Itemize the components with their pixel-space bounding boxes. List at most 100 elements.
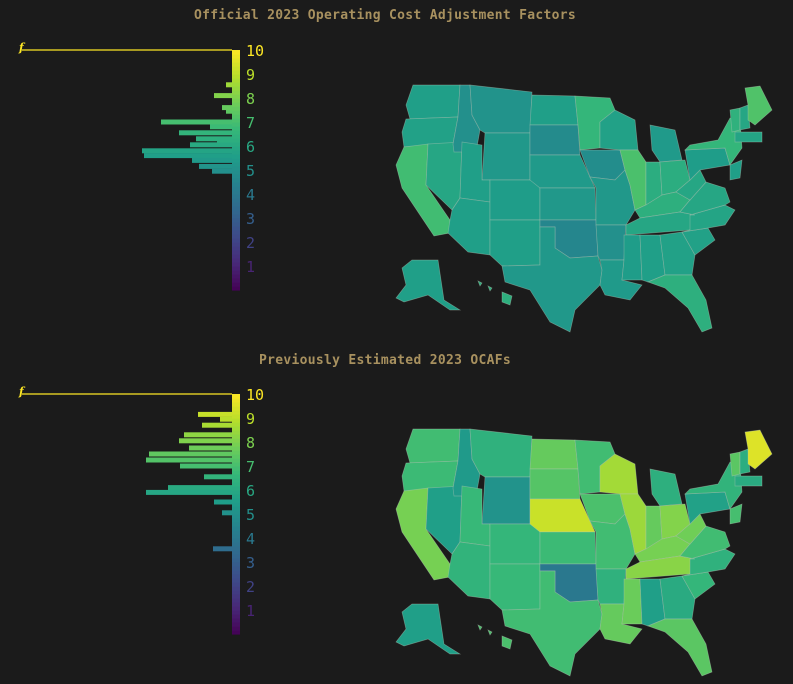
colorbar-segment	[232, 438, 240, 443]
colorbar-segment	[232, 238, 240, 243]
colorbar-segment	[232, 434, 240, 439]
colorbar-segment	[232, 578, 240, 583]
colorbar-segment	[232, 582, 240, 587]
state-ma[interactable]	[734, 475, 763, 487]
state-tx[interactable]	[501, 226, 603, 333]
histogram-bar	[226, 108, 232, 114]
state-wv[interactable]	[675, 169, 707, 201]
state-ga[interactable]	[659, 575, 696, 620]
state-sd[interactable]	[529, 124, 581, 156]
colorbar-segment	[232, 570, 240, 575]
state-sd[interactable]	[529, 468, 581, 500]
estimated-ocaf-panel: Previously Estimated 2023 OCAFs 1 2 3 4 5 6 7 8…	[0, 344, 793, 684]
state-tx[interactable]	[501, 570, 603, 677]
colorbar-tick-label: 8	[246, 434, 255, 452]
state-ny[interactable]	[684, 117, 743, 166]
state-wv[interactable]	[675, 513, 707, 545]
colorbar-segment	[232, 426, 240, 431]
histogram-bar	[149, 451, 232, 457]
state-ms[interactable]	[621, 578, 643, 625]
colorbar-segment	[232, 394, 240, 399]
official-ocaf-panel: Official 2023 Operating Cost Adjustment …	[0, 0, 793, 340]
state-vt[interactable]	[729, 107, 741, 133]
state-ma[interactable]	[734, 131, 763, 143]
state-ga[interactable]	[659, 231, 696, 276]
colorbar-segment	[232, 66, 240, 71]
state-nh[interactable]	[739, 104, 751, 131]
colorbar-segment	[232, 526, 240, 531]
state-va[interactable]	[679, 181, 731, 216]
colorbar-segment	[232, 210, 240, 215]
state-nd[interactable]	[529, 94, 579, 126]
state-co[interactable]	[489, 179, 541, 221]
histogram-bar	[226, 82, 232, 88]
state-wa[interactable]	[405, 428, 461, 464]
state-me[interactable]	[744, 429, 773, 470]
histogram	[146, 411, 232, 552]
colorbar-tick-label: 1	[246, 602, 255, 620]
state-ks[interactable]	[539, 531, 597, 565]
histogram-bar	[212, 168, 232, 174]
state-ms[interactable]	[621, 234, 643, 281]
state-vt[interactable]	[729, 451, 741, 477]
colorbar-segment	[232, 58, 240, 63]
state-fl[interactable]	[647, 274, 713, 333]
state-hi[interactable]	[477, 280, 513, 306]
colorbar-segment	[232, 402, 240, 407]
state-az[interactable]	[447, 541, 491, 600]
state-pa[interactable]	[684, 147, 731, 181]
state-va[interactable]	[679, 525, 731, 560]
state-la[interactable]	[599, 259, 643, 301]
state-nm[interactable]	[489, 219, 541, 267]
state-mi[interactable]	[649, 124, 683, 163]
colorbar-segment	[232, 286, 240, 291]
colorbar-tick-label: 2	[246, 578, 255, 596]
colorbar-segment	[232, 186, 240, 191]
colorbar-segment	[232, 166, 240, 171]
colorbar-segment	[232, 150, 240, 155]
state-co[interactable]	[489, 523, 541, 565]
colorbar-segment	[232, 278, 240, 283]
colorbar-segment	[232, 254, 240, 259]
histogram-bar	[179, 130, 232, 136]
state-mt[interactable]	[469, 428, 533, 478]
colorbar-segment	[232, 202, 240, 207]
state-me[interactable]	[744, 85, 773, 126]
colorbar-segment	[232, 602, 240, 607]
state-ks[interactable]	[539, 187, 597, 221]
colorbar: 1 2 3 4 5 6 7 8 9 10	[232, 386, 264, 635]
histogram-bar	[213, 546, 232, 552]
state-nc[interactable]	[681, 204, 736, 233]
state-la[interactable]	[599, 603, 643, 645]
state-hi[interactable]	[477, 624, 513, 650]
state-pa[interactable]	[684, 491, 731, 525]
state-ny[interactable]	[684, 461, 743, 510]
state-nj[interactable]	[729, 503, 743, 525]
state-mi[interactable]	[649, 468, 683, 507]
colorbar-segment	[232, 206, 240, 211]
colorbar-segment	[232, 586, 240, 591]
colorbar-segment	[232, 198, 240, 203]
state-ak[interactable]	[395, 603, 462, 655]
state-ar[interactable]	[595, 568, 627, 605]
state-az[interactable]	[447, 197, 491, 256]
state-nc[interactable]	[681, 548, 736, 577]
colorbar-segment	[232, 134, 240, 139]
histogram-bar	[199, 163, 232, 169]
official-ocaf-figure: 1 2 3 4 5 6 7 8 9 10 f	[18, 41, 773, 333]
state-nj[interactable]	[729, 159, 743, 181]
state-mt[interactable]	[469, 84, 533, 134]
colorbar-tick-label: 3	[246, 554, 255, 572]
state-nd[interactable]	[529, 438, 579, 470]
state-ak[interactable]	[395, 259, 462, 311]
state-wy[interactable]	[481, 132, 531, 181]
state-nm[interactable]	[489, 563, 541, 611]
colorbar-segment	[232, 622, 240, 627]
colorbar-segment	[232, 538, 240, 543]
state-fl[interactable]	[647, 618, 713, 677]
state-wy[interactable]	[481, 476, 531, 525]
state-ar[interactable]	[595, 224, 627, 261]
state-nh[interactable]	[739, 448, 751, 475]
state-wa[interactable]	[405, 84, 461, 120]
colorbar-segment	[232, 182, 240, 187]
